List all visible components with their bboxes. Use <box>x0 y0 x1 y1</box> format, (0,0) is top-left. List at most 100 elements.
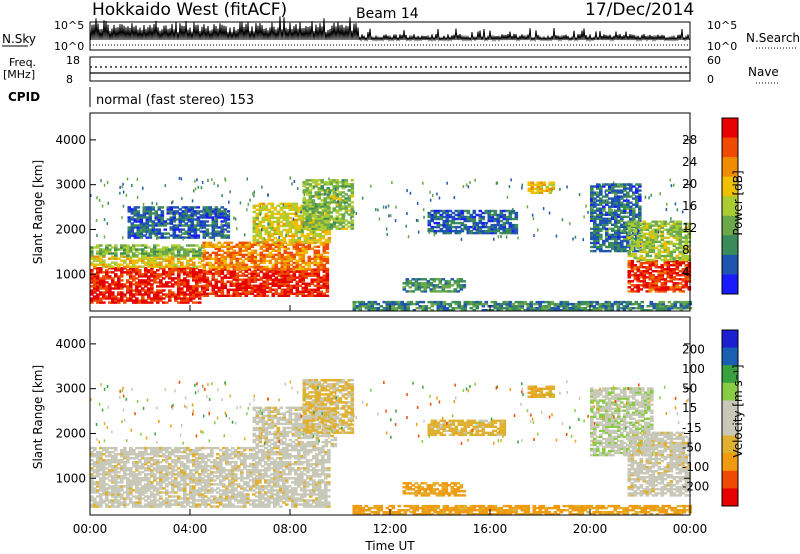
rti-cell <box>599 223 602 227</box>
rti-cell <box>332 187 337 190</box>
rti-cell <box>135 301 139 304</box>
rti-cell <box>317 217 322 220</box>
rti-cell <box>189 291 193 294</box>
rti-cell <box>282 228 287 232</box>
rti-cell <box>400 300 405 304</box>
rti-cell <box>411 282 416 285</box>
rti-cell <box>611 213 615 216</box>
rti-cell <box>267 202 272 205</box>
rti-cell <box>322 274 327 277</box>
rti-cell <box>229 265 234 269</box>
rti-cell <box>611 229 615 233</box>
rti-cell <box>244 288 249 291</box>
rti-cell <box>226 292 231 295</box>
rti-cell <box>472 217 477 221</box>
rti-cell <box>438 196 441 200</box>
rti-cell <box>611 189 615 192</box>
rti-cell <box>442 215 447 219</box>
rti-cell <box>620 197 624 200</box>
rti-cell <box>402 282 407 285</box>
rti-cell <box>314 195 319 198</box>
rti-cell <box>338 221 343 224</box>
rti-cell <box>282 203 284 207</box>
rti-cell <box>256 241 261 244</box>
rti-cell <box>126 297 130 300</box>
rti-cell <box>678 230 683 233</box>
rti-cell <box>166 236 171 239</box>
rti-cell <box>675 266 680 269</box>
rti-cell <box>198 279 202 282</box>
rti-cell <box>611 235 615 239</box>
rti-cell <box>177 281 181 284</box>
rti-cell <box>319 268 324 271</box>
rti-cell <box>220 259 225 263</box>
rti-cell <box>147 263 151 266</box>
rti-cell <box>184 224 189 227</box>
rti-cell <box>317 189 322 192</box>
rti-cell <box>654 290 659 293</box>
rti-cell <box>214 247 219 250</box>
rti-cell <box>288 240 293 244</box>
rti-cell <box>277 249 282 252</box>
rti-cell <box>430 229 435 233</box>
rti-cell <box>663 242 668 246</box>
rti-cell <box>105 287 109 290</box>
rti-cell <box>433 233 436 237</box>
rti-cell <box>395 205 397 209</box>
rti-cell <box>582 238 584 242</box>
rti-cell <box>617 229 621 233</box>
rti-cell <box>493 209 498 213</box>
rti-cell <box>160 232 165 235</box>
rti-cell <box>181 214 186 217</box>
rti-cell <box>223 255 228 259</box>
rti-cell <box>186 265 190 268</box>
rti-cell <box>133 212 138 215</box>
rti-cell <box>308 207 313 210</box>
rti-cell <box>636 244 641 248</box>
rti-cell <box>421 307 426 310</box>
rti-cell <box>432 193 434 197</box>
rti-cell <box>430 309 435 312</box>
rti-cell <box>145 208 150 211</box>
rti-cell <box>256 243 261 246</box>
rti-cell <box>181 197 183 201</box>
rti-cell <box>441 278 446 281</box>
rti-cell <box>208 280 213 283</box>
rti-cell <box>542 183 547 186</box>
rti-cell <box>150 257 154 260</box>
rti-cell <box>397 302 402 306</box>
rti-cell <box>316 280 321 283</box>
rti-cell <box>282 218 287 222</box>
rti-cell <box>163 224 168 227</box>
rti-cell <box>358 305 363 308</box>
rti-cell <box>430 217 435 221</box>
rti-cell <box>171 254 175 257</box>
rti-cell <box>108 267 112 270</box>
rti-cell <box>675 256 680 260</box>
rti-cell <box>168 295 172 298</box>
rti-cell <box>614 219 618 222</box>
rti-cell <box>211 236 216 239</box>
rti-cell <box>259 278 264 281</box>
rti-cell <box>229 294 234 297</box>
rti-cell <box>120 285 124 288</box>
rti-cell <box>271 249 276 252</box>
rti-cell <box>321 234 326 238</box>
rti-cell <box>490 219 495 223</box>
rti-cell <box>139 218 144 221</box>
rti-cell <box>523 300 528 304</box>
rti-cell <box>295 263 300 267</box>
rti-cell <box>265 270 270 273</box>
rti-cell <box>385 309 390 312</box>
rti-cell <box>141 297 145 300</box>
rti-cell <box>108 289 112 292</box>
rti-cell <box>298 292 303 295</box>
rti-cell <box>108 244 112 247</box>
rti-cell <box>163 232 168 235</box>
rti-cell <box>617 227 621 231</box>
rti-cell <box>478 219 483 223</box>
rti-cell <box>645 244 650 248</box>
rti-cell <box>220 212 225 215</box>
rti-cell <box>285 202 290 205</box>
rti-cell <box>590 201 594 204</box>
